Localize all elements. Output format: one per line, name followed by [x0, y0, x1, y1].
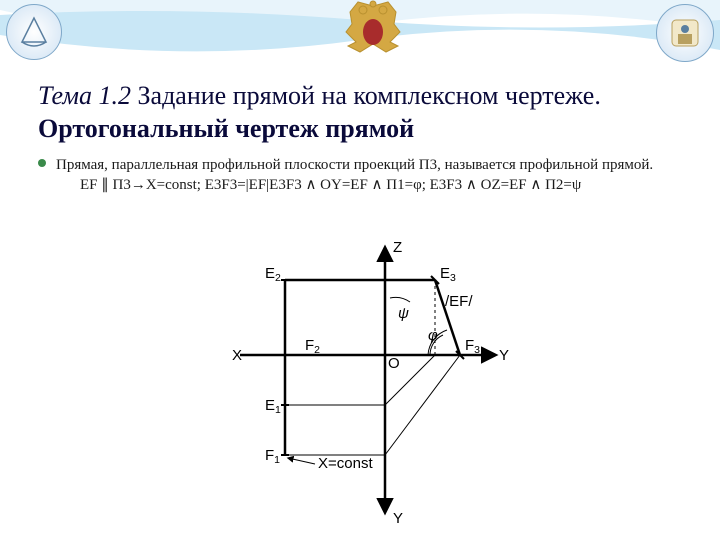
label-y-down: Y	[393, 510, 403, 527]
label-f3: F3	[465, 337, 480, 356]
point-ticks	[281, 276, 464, 455]
label-phi: φ	[428, 327, 438, 344]
line-e3-f3	[435, 280, 460, 355]
label-z: Z	[393, 240, 402, 256]
label-e1: E1	[265, 397, 281, 416]
bullet-icon	[38, 159, 46, 167]
title-bold: Ортогональный чертеж прямой	[38, 114, 414, 143]
label-e2: E2	[265, 265, 281, 284]
label-y-right: Y	[499, 347, 509, 364]
arrow-xconst	[288, 458, 315, 464]
slide-title: Тема 1.2 Задание прямой на комплексном ч…	[38, 80, 678, 145]
label-xconst: X=const	[318, 455, 373, 472]
label-psi: ψ	[398, 305, 409, 322]
emblem-left	[6, 4, 62, 60]
orthogonal-diagram: X Y Z Y O E2 E3 F2 F3 E1 F1 /EF/ ψ φ X=c…	[210, 240, 510, 530]
title-topic-number: Тема 1.2	[38, 81, 131, 110]
emblem-right	[656, 4, 714, 62]
body-line1: Прямая, параллельная профильной плоскост…	[56, 157, 653, 173]
emblem-center	[338, 0, 408, 60]
label-f1: F1	[265, 447, 280, 466]
label-x: X	[232, 347, 242, 364]
label-e3: E3	[440, 265, 456, 284]
header-banner	[0, 0, 720, 65]
label-origin: O	[388, 355, 400, 372]
arc-psi	[390, 297, 410, 302]
label-f2: F2	[305, 337, 320, 356]
label-ef: /EF/	[445, 293, 473, 310]
title-plain: Задание прямой на комплексном чертеже.	[131, 81, 601, 110]
body-line2: EF ∥ П3→X=const; E3F3=|EF|E3F3 ∧ OY=EF ∧…	[80, 175, 581, 195]
body-text: Прямая, параллельная профильной плоскост…	[38, 155, 678, 196]
